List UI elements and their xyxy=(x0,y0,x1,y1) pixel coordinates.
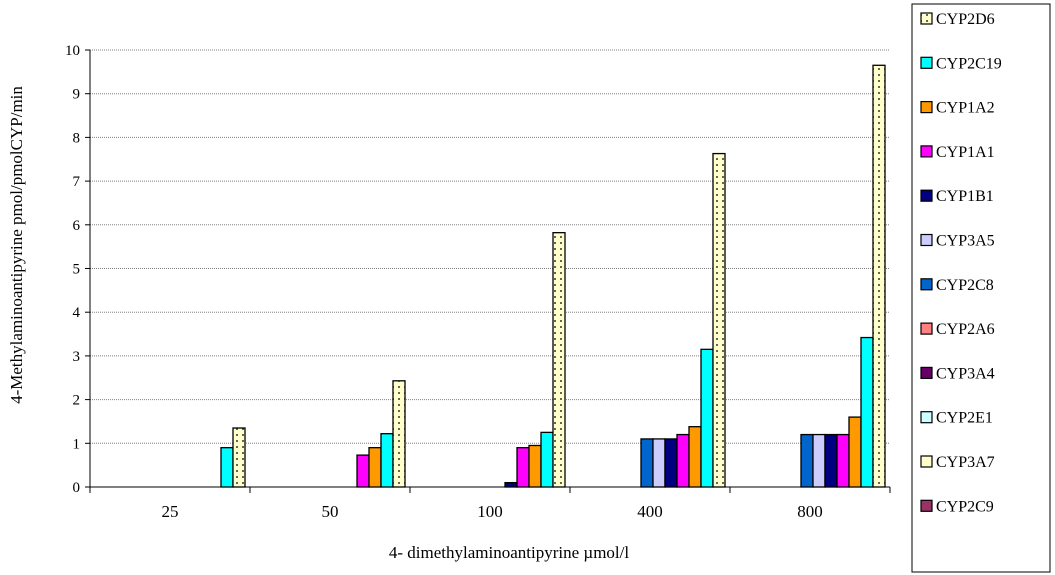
legend-item-cyp1a1: CYP1A1 xyxy=(920,144,995,161)
bar-cyp1b1-400 xyxy=(664,438,678,488)
bar-cyp3a5-400 xyxy=(652,438,666,488)
y-tick-label: 3 xyxy=(73,349,81,365)
bar-cyp1a1-800 xyxy=(836,433,850,488)
y-tick-label: 8 xyxy=(73,130,81,146)
x-category-label: 800 xyxy=(797,502,823,521)
bar-cyp3a5-800 xyxy=(812,433,826,488)
axes xyxy=(89,50,891,493)
bar-cyp2c19-50 xyxy=(380,433,394,488)
bar-cyp2d6-800 xyxy=(872,64,886,488)
x-axis-title: 4- dimethylaminoantipyrine µmol/l xyxy=(389,543,629,562)
legend-label: CYP2A6 xyxy=(936,321,995,338)
bar-cyp2d6-50 xyxy=(392,380,406,488)
x-category-label: 100 xyxy=(477,502,503,521)
legend-label: CYP3A7 xyxy=(936,454,995,471)
bar-cyp1a2-50 xyxy=(368,447,382,488)
legend-swatch xyxy=(920,411,933,424)
legend-label: CYP2C19 xyxy=(936,55,1002,72)
legend-item-cyp1b1: CYP1B1 xyxy=(920,188,994,205)
bar-cyp2c19-25 xyxy=(220,447,234,488)
y-tick-label: 6 xyxy=(73,218,81,234)
bars xyxy=(220,64,886,488)
legend-item-cyp3a4: CYP3A4 xyxy=(920,365,995,382)
y-tick-label: 1 xyxy=(73,436,81,452)
legend-swatch xyxy=(920,366,933,379)
legend-swatch xyxy=(920,12,933,25)
gridlines xyxy=(85,49,890,488)
legend: CYP2D6 CYP2C19 CYP1A2 CYP1A1 CYP1B1 CYP3A5 CYP… xyxy=(920,11,1002,515)
legend-label: CYP2D6 xyxy=(936,11,995,28)
y-tick-label: 2 xyxy=(73,393,81,409)
y-axis-title: 4-Methylaminoantipyrine pmol/pmolCYP/min xyxy=(7,86,26,404)
y-tick-labels: 0 1 2 3 4 5 6 7 8 9 10 xyxy=(65,43,81,496)
legend-item-cyp3a7: CYP3A7 xyxy=(920,454,995,471)
y-tick-label: 10 xyxy=(65,43,80,59)
y-tick-label: 9 xyxy=(73,87,81,103)
x-category-label: 50 xyxy=(322,502,339,521)
bar-cyp1a2-800 xyxy=(848,416,862,488)
legend-item-cyp2c9: CYP2C9 xyxy=(920,498,994,515)
legend-label: CYP3A4 xyxy=(936,365,995,382)
bar-cyp1a1-400 xyxy=(676,433,690,488)
legend-swatch xyxy=(920,189,933,202)
legend-item-cyp3a5: CYP3A5 xyxy=(920,233,995,250)
y-tick-label: 4 xyxy=(73,305,81,321)
legend-swatch xyxy=(920,499,933,512)
legend-swatch xyxy=(920,56,933,69)
x-category-labels: 25 50 100 400 800 xyxy=(162,502,823,521)
legend-box xyxy=(911,3,1051,573)
legend-label: CYP1B1 xyxy=(936,188,994,205)
legend-item-cyp2d6: CYP2D6 xyxy=(920,11,995,28)
legend-swatch xyxy=(920,455,933,468)
x-category-label: 400 xyxy=(637,502,663,521)
bar-cyp1b1-800 xyxy=(824,433,838,488)
bar-cyp2c19-800 xyxy=(860,336,874,488)
legend-item-cyp2c19: CYP2C19 xyxy=(920,55,1002,72)
legend-label: CYP1A1 xyxy=(936,144,995,161)
legend-label: CYP2C9 xyxy=(936,498,994,515)
bar-cyp2d6-100 xyxy=(552,232,566,488)
legend-item-cyp2a6: CYP2A6 xyxy=(920,321,995,338)
legend-label: CYP1A2 xyxy=(936,100,995,117)
legend-label: CYP2C8 xyxy=(936,277,994,294)
y-tick-label: 5 xyxy=(73,262,81,278)
bar-cyp1a1-50 xyxy=(356,454,370,488)
legend-item-cyp1a2: CYP1A2 xyxy=(920,100,995,117)
bar-cyp2d6-400 xyxy=(712,152,726,488)
y-tick-label: 7 xyxy=(73,174,81,190)
y-tick-label: 0 xyxy=(73,480,81,496)
legend-label: CYP2E1 xyxy=(936,410,993,427)
legend-swatch xyxy=(920,322,933,335)
bar-cyp2c8-800 xyxy=(800,433,814,488)
bar-cyp2c19-100 xyxy=(540,431,554,488)
legend-swatch xyxy=(920,100,933,114)
x-category-label: 25 xyxy=(162,502,179,521)
bar-cyp1a1-100 xyxy=(516,447,530,488)
bar-cyp1a2-400 xyxy=(688,426,702,488)
legend-label: CYP3A5 xyxy=(936,233,995,250)
bar-cyp2c8-400 xyxy=(640,438,654,488)
legend-swatch xyxy=(920,233,933,247)
bar-cyp1b1-100 xyxy=(504,481,518,488)
bar-cyp2d6-25 xyxy=(232,427,246,488)
legend-item-cyp2c8: CYP2C8 xyxy=(920,277,994,294)
bar-cyp1a2-100 xyxy=(528,444,542,488)
legend-swatch xyxy=(920,145,933,158)
bar-cyp2c19-400 xyxy=(700,348,714,488)
legend-swatch xyxy=(920,278,933,291)
legend-item-cyp2e1: CYP2E1 xyxy=(920,410,993,427)
